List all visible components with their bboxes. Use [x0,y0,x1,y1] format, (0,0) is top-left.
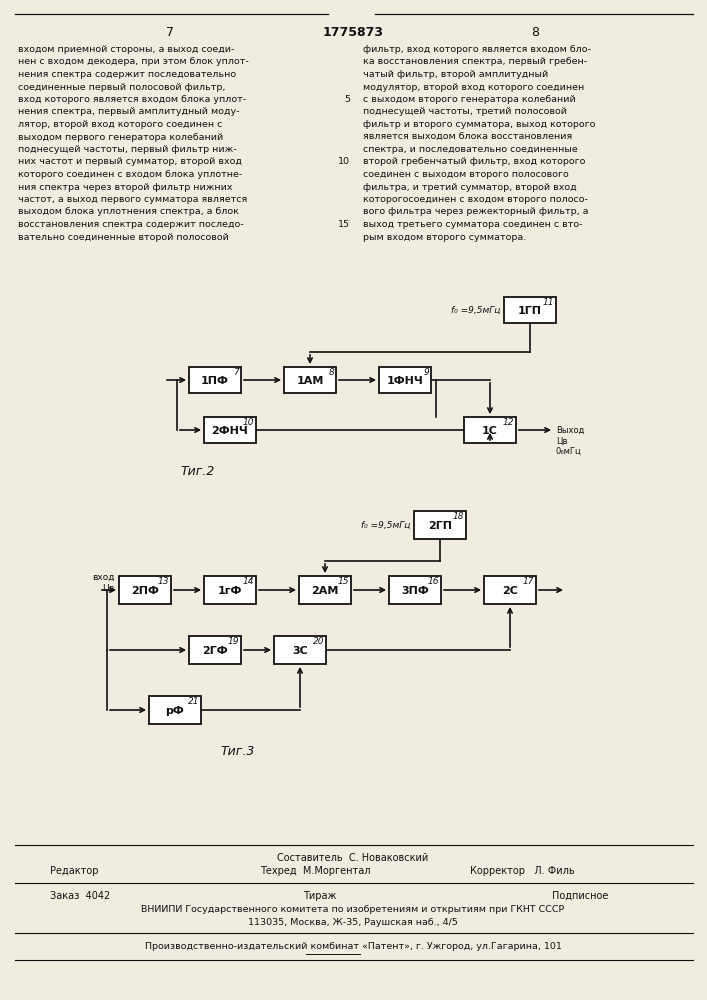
Text: рым входом второго сумматора.: рым входом второго сумматора. [363,232,526,241]
Text: ния спектра через второй фильтр нижних: ния спектра через второй фильтр нижних [18,182,233,192]
Text: 2ГФ: 2ГФ [202,646,228,656]
Text: 11: 11 [542,298,554,307]
Text: является выходом блока восстановления: является выходом блока восстановления [363,132,572,141]
Text: 1775873: 1775873 [322,26,383,39]
Text: 12: 12 [503,418,514,427]
Text: 1ПФ: 1ПФ [201,376,229,386]
FancyBboxPatch shape [274,636,326,664]
Text: Подписное: Подписное [551,891,608,901]
Text: нения спектра, первый амплитудный моду-: нения спектра, первый амплитудный моду- [18,107,240,116]
Text: 3С: 3С [292,646,308,656]
Text: поднесущей частоты, первый фильтр ниж-: поднесущей частоты, первый фильтр ниж- [18,145,237,154]
Text: лятор, второй вход которого соединен с: лятор, второй вход которого соединен с [18,120,223,129]
Text: Производственно-издательский комбинат «Патент», г. Ужгород, ул.Гагарина, 101: Производственно-издательский комбинат «П… [144,942,561,951]
FancyBboxPatch shape [504,297,556,323]
Text: Выход
Цв
0₆мГц: Выход Цв 0₆мГц [556,426,585,456]
Text: спектра, и последовательно соединенные: спектра, и последовательно соединенные [363,145,578,154]
FancyBboxPatch shape [149,696,201,724]
Text: выход третьего сумматора соединен с вто-: выход третьего сумматора соединен с вто- [363,220,583,229]
Text: вход
Цв: вход Цв [93,573,115,593]
Text: 10: 10 [338,157,350,166]
Text: 17: 17 [522,577,534,586]
Text: соединен с выходом второго полосового: соединен с выходом второго полосового [363,170,568,179]
Text: нен с входом декодера, при этом блок уплот-: нен с входом декодера, при этом блок упл… [18,57,249,66]
Text: 8: 8 [328,368,334,377]
Text: 15: 15 [337,577,349,586]
FancyBboxPatch shape [189,636,241,664]
Text: 1ГП: 1ГП [518,306,542,316]
Text: 8: 8 [531,26,539,39]
Text: 7: 7 [166,26,174,39]
Text: 2ГП: 2ГП [428,521,452,531]
Text: 20: 20 [312,637,324,646]
Text: f₀ =9,5мГц: f₀ =9,5мГц [361,520,410,530]
Text: вход которого является входом блока уплот-: вход которого является входом блока упло… [18,95,246,104]
FancyBboxPatch shape [414,511,466,539]
Text: Редактор: Редактор [50,866,98,876]
Text: 2ФНЧ: 2ФНЧ [211,426,248,436]
Text: соединенные первый полосовой фильтр,: соединенные первый полосовой фильтр, [18,83,226,92]
FancyBboxPatch shape [119,576,171,604]
FancyBboxPatch shape [379,367,431,393]
Text: фильтр, вход которого является входом бло-: фильтр, вход которого является входом бл… [363,45,591,54]
Text: 1АМ: 1АМ [296,376,324,386]
Text: 7: 7 [233,368,239,377]
FancyBboxPatch shape [464,417,516,443]
Text: 2ПФ: 2ПФ [131,586,159,596]
Text: поднесущей частоты, третий полосовой: поднесущей частоты, третий полосовой [363,107,567,116]
Text: выходом блока уплотнения спектра, а блок: выходом блока уплотнения спектра, а блок [18,208,239,217]
Text: восстановления спектра содержит последо-: восстановления спектра содержит последо- [18,220,244,229]
Text: которогосоединен с входом второго полосо-: которогосоединен с входом второго полосо… [363,195,588,204]
Text: 19: 19 [228,637,239,646]
Text: 21: 21 [187,697,199,706]
Text: второй гребенчатый фильтр, вход которого: второй гребенчатый фильтр, вход которого [363,157,585,166]
Text: фильтра, и третий сумматор, второй вход: фильтра, и третий сумматор, второй вход [363,182,577,192]
Text: 14: 14 [243,577,254,586]
Text: вательно соединенные второй полосовой: вательно соединенные второй полосовой [18,232,229,241]
Text: Заказ  4042: Заказ 4042 [50,891,110,901]
Text: фильтр и второго сумматора, выход которого: фильтр и второго сумматора, выход которо… [363,120,595,129]
Text: модулятор, второй вход которого соединен: модулятор, второй вход которого соединен [363,83,584,92]
FancyBboxPatch shape [204,417,256,443]
Text: f₀ =9,5мГц: f₀ =9,5мГц [450,306,500,314]
FancyBboxPatch shape [284,367,336,393]
Text: Τиг.3: Τиг.3 [220,745,255,758]
FancyBboxPatch shape [389,576,441,604]
Text: 2С: 2С [502,586,518,596]
Text: Тираж: Тираж [303,891,337,901]
Text: 113035, Москва, Ж-35, Раушская наб., 4/5: 113035, Москва, Ж-35, Раушская наб., 4/5 [248,918,458,927]
Text: 1ФНЧ: 1ФНЧ [387,376,423,386]
Text: Корректор   Л. Филь: Корректор Л. Филь [470,866,575,876]
Text: 1гФ: 1гФ [218,586,243,596]
Text: чатый фильтр, второй амплитудный: чатый фильтр, второй амплитудный [363,70,548,79]
Text: с выходом второго генератора колебаний: с выходом второго генератора колебаний [363,95,575,104]
Text: них частот и первый сумматор, второй вход: них частот и первый сумматор, второй вхо… [18,157,242,166]
Text: 16: 16 [428,577,439,586]
Text: Составитель  С. Новаковский: Составитель С. Новаковский [277,853,428,863]
Text: Τиг.2: Τиг.2 [180,465,214,478]
Text: Техред  М.Моргентал: Техред М.Моргентал [260,866,370,876]
Text: 13: 13 [158,577,169,586]
FancyBboxPatch shape [189,367,241,393]
Text: 5: 5 [344,95,350,104]
Text: 15: 15 [338,220,350,229]
Text: 18: 18 [452,512,464,521]
Text: ка восстановления спектра, первый гребен-: ка восстановления спектра, первый гребен… [363,57,587,66]
Text: 2АМ: 2АМ [311,586,339,596]
FancyBboxPatch shape [299,576,351,604]
Text: вого фильтра через режекторный фильтр, а: вого фильтра через режекторный фильтр, а [363,208,588,217]
Text: рФ: рФ [165,706,185,716]
FancyBboxPatch shape [484,576,536,604]
Text: 10: 10 [243,418,254,427]
Text: 9: 9 [423,368,429,377]
FancyBboxPatch shape [204,576,256,604]
Text: ВНИИПИ Государственного комитета по изобретениям и открытиям при ГКНТ СССР: ВНИИПИ Государственного комитета по изоб… [141,905,565,914]
Text: которого соединен с входом блока уплотне-: которого соединен с входом блока уплотне… [18,170,243,179]
Text: 3ПФ: 3ПФ [401,586,429,596]
Text: 1С: 1С [482,426,498,436]
Text: частот, а выход первого сумматора является: частот, а выход первого сумматора являет… [18,195,247,204]
Text: входом приемной стороны, а выход соеди-: входом приемной стороны, а выход соеди- [18,45,235,54]
Text: нения спектра содержит последовательно: нения спектра содержит последовательно [18,70,236,79]
Text: выходом первого генератора колебаний: выходом первого генератора колебаний [18,132,223,141]
